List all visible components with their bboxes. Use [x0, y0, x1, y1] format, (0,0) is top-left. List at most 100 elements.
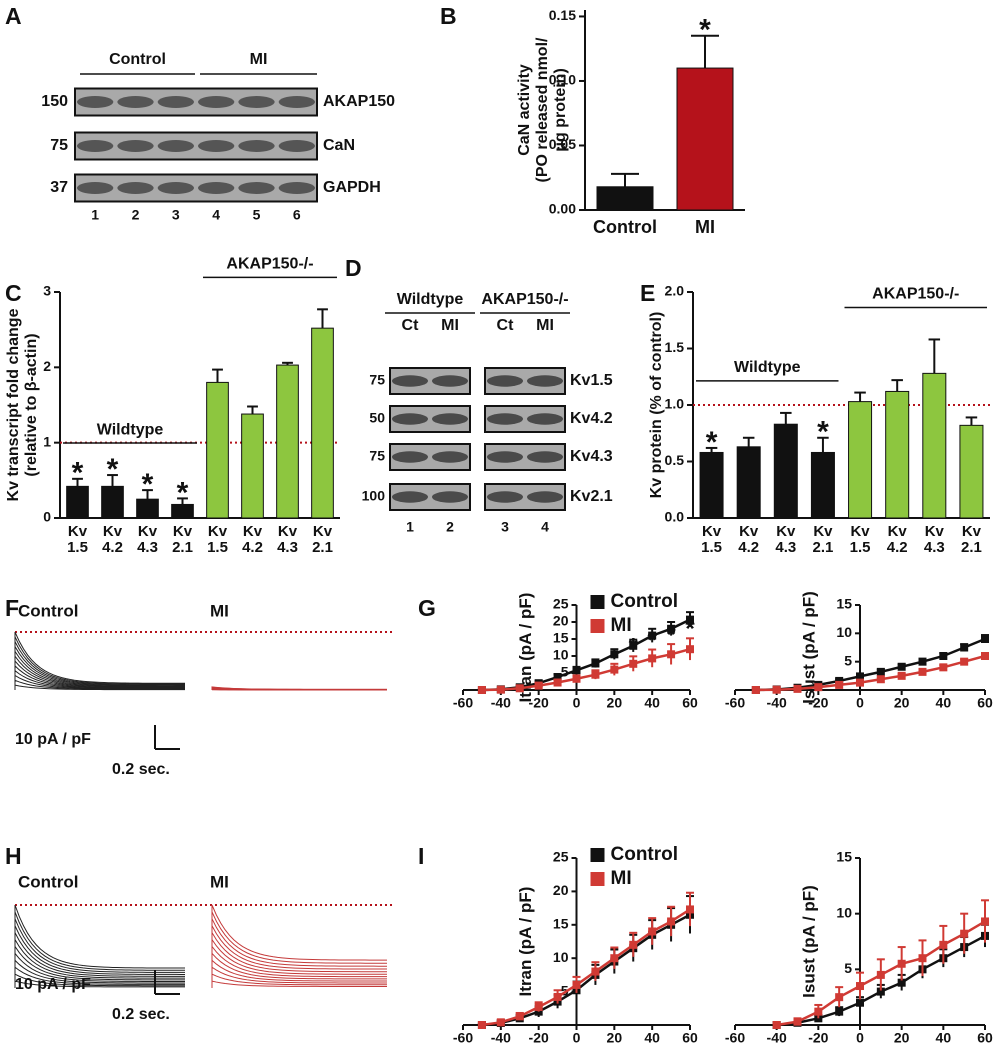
significance-marker: *	[142, 468, 154, 501]
lane-label: 1	[91, 207, 99, 223]
blot-band	[432, 375, 468, 387]
blot-band	[432, 451, 468, 463]
group-label: Wildtype	[97, 421, 164, 438]
point	[648, 631, 657, 640]
y-tick-label: 15	[553, 630, 569, 646]
point	[515, 684, 524, 693]
current-trace	[14, 654, 186, 690]
point	[610, 650, 619, 659]
y-tick-label: 1.0	[665, 396, 685, 412]
x-tick-label: Kv 2.1	[172, 524, 193, 556]
point	[876, 675, 885, 684]
x-tick-label: Kv 4.3	[277, 524, 298, 556]
condition-label: MI	[441, 317, 459, 334]
legend-swatch	[590, 619, 605, 633]
x-tick-label: -60	[725, 1030, 745, 1046]
y-tick-label: 0	[43, 509, 51, 525]
point	[534, 681, 543, 690]
x-tick-label: Kv 4.2	[738, 524, 760, 556]
x-tick-label: Kv 4.3	[775, 524, 797, 556]
y-tick-label: 10	[553, 949, 569, 965]
blot-label: GAPDH	[323, 179, 381, 196]
point	[856, 998, 864, 1007]
trace-label: MI	[210, 872, 229, 891]
bar	[810, 451, 835, 519]
y-axis-label: (relative to β-actin)	[23, 333, 40, 476]
bar	[206, 381, 229, 519]
y-axis-label: Kv transcript fold change	[5, 308, 22, 501]
lane-label: 4	[212, 207, 220, 223]
blot-band	[157, 182, 194, 194]
y-tick-label: 15	[836, 849, 852, 865]
point	[553, 992, 562, 1001]
point	[553, 678, 562, 687]
point	[856, 672, 864, 681]
blot-band	[392, 375, 428, 387]
y-tick-label: 0.5	[665, 452, 685, 468]
condition-label: Ct	[402, 317, 420, 334]
x-tick-label: 20	[607, 695, 623, 711]
blot-band	[527, 413, 563, 425]
significance-marker: *	[706, 426, 718, 459]
point	[897, 671, 906, 680]
condition-label: MI	[536, 317, 554, 334]
blot-band	[278, 182, 315, 194]
point	[686, 905, 694, 914]
blot-band	[392, 413, 428, 425]
y-tick-label: 0.05	[549, 136, 576, 152]
point	[572, 666, 581, 675]
blot-band	[392, 491, 428, 503]
x-tick-label: -40	[491, 695, 511, 711]
y-tick-label: 5	[844, 652, 852, 668]
series-line	[481, 913, 691, 1027]
blot-band	[157, 96, 194, 108]
x-tick-label: -60	[453, 1030, 473, 1046]
current-trace	[14, 659, 186, 690]
point	[648, 654, 657, 663]
point	[981, 652, 989, 660]
y-tick-label: 0.10	[549, 72, 576, 88]
panel-letter: F	[5, 595, 19, 621]
point	[960, 657, 969, 666]
current-trace	[14, 636, 186, 690]
y-tick-label: 5	[561, 664, 569, 680]
bar	[736, 446, 761, 519]
x-tick-label: Kv 4.2	[886, 524, 908, 556]
y-tick-label: 5	[844, 960, 852, 976]
series-line	[481, 647, 691, 692]
current-trace	[211, 686, 387, 690]
lane-label: 2	[132, 207, 140, 223]
point	[876, 970, 885, 979]
point	[667, 917, 676, 926]
x-tick-label: Control	[593, 217, 657, 237]
x-tick-label: Kv 1.5	[701, 524, 722, 556]
y-tick-label: 2.0	[665, 283, 685, 299]
blot-band	[157, 140, 194, 152]
point	[814, 683, 823, 692]
x-tick-label: Kv 2.1	[813, 524, 834, 556]
blot-band	[278, 96, 315, 108]
point	[553, 673, 562, 682]
significance-marker: *	[666, 621, 676, 648]
x-tick-label: 60	[682, 1030, 698, 1046]
point	[686, 615, 694, 624]
x-tick-label: 20	[894, 1030, 910, 1046]
point	[648, 927, 657, 936]
x-tick-label: Kv 4.3	[137, 524, 158, 556]
point	[629, 940, 638, 949]
y-tick-label: 10	[836, 904, 852, 920]
y-tick-label: 10	[836, 624, 852, 640]
x-tick-label: Kv 4.2	[102, 524, 123, 556]
marker-label: 75	[369, 448, 385, 464]
blot-band	[527, 491, 563, 503]
point	[939, 663, 948, 672]
point	[477, 686, 486, 694]
x-tick-label: 0	[573, 1030, 581, 1046]
current-trace	[14, 631, 186, 690]
point	[960, 929, 969, 938]
bar	[101, 485, 124, 519]
panel-letter: A	[5, 3, 22, 29]
marker-label: 75	[369, 372, 385, 388]
marker-label: 75	[50, 137, 68, 154]
current-trace	[14, 904, 186, 988]
